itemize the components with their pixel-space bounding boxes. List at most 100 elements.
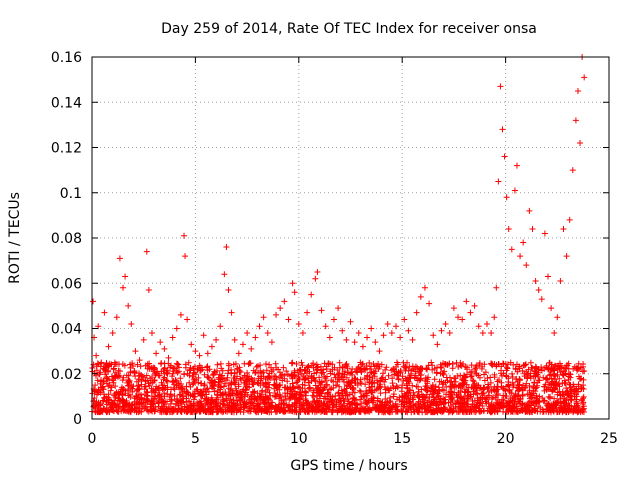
data-point: [264, 330, 271, 337]
noise-point: [265, 373, 272, 380]
noise-point: [183, 408, 190, 415]
noise-point: [280, 400, 287, 407]
noise-point: [573, 364, 580, 371]
noise-point: [359, 404, 366, 411]
noise-point: [280, 396, 287, 403]
data-point: [308, 291, 315, 298]
noise-point: [441, 405, 448, 412]
noise-point: [323, 405, 330, 412]
noise-point: [402, 367, 409, 374]
noise-point: [272, 382, 279, 389]
noise-point: [514, 368, 521, 375]
data-point: [143, 248, 150, 255]
data-point: [252, 334, 259, 341]
noise-point: [310, 389, 317, 396]
noise-point: [383, 364, 390, 371]
noise-point: [97, 408, 104, 415]
data-point: [498, 379, 505, 386]
noise-point: [201, 381, 208, 388]
data-point: [126, 379, 133, 386]
data-point: [306, 379, 313, 386]
noise-point: [494, 396, 501, 403]
noise-point: [431, 408, 438, 415]
data-point: [277, 305, 284, 312]
noise-point: [356, 408, 363, 415]
data-point: [173, 325, 180, 332]
noise-point: [416, 370, 423, 377]
noise-point: [198, 367, 205, 374]
noise-point: [395, 376, 402, 383]
data-point: [526, 207, 533, 214]
noise-point: [341, 397, 348, 404]
noise-point: [354, 382, 361, 389]
noise-point: [527, 359, 534, 366]
noise-point: [249, 400, 256, 407]
data-point: [330, 316, 337, 323]
data-point: [479, 330, 486, 337]
noise-point: [229, 409, 236, 416]
noise-point: [330, 378, 337, 385]
noise-point: [515, 398, 522, 405]
noise-point: [241, 404, 248, 411]
noise-point: [205, 375, 212, 382]
noise-point: [216, 371, 223, 378]
data-point: [219, 375, 226, 382]
noise-point: [445, 399, 452, 406]
noise-point: [186, 372, 193, 379]
noise-point: [577, 386, 584, 393]
data-point: [432, 386, 439, 393]
data-point: [508, 246, 515, 253]
noise-point: [473, 403, 480, 410]
data-point: [192, 348, 199, 355]
noise-point: [315, 398, 322, 405]
noise-point: [119, 377, 126, 384]
noise-point: [131, 369, 138, 376]
data-point: [228, 309, 235, 316]
data-point: [165, 354, 172, 361]
noise-point: [254, 362, 261, 369]
noise-point: [440, 387, 447, 394]
noise-point: [491, 374, 498, 381]
noise-point: [106, 396, 113, 403]
data-point: [177, 311, 184, 318]
noise-point: [569, 409, 576, 416]
noise-point: [510, 403, 517, 410]
noise-point: [382, 376, 389, 383]
x-tick-label: 5: [191, 431, 200, 447]
noise-point: [578, 375, 585, 382]
data-point: [140, 336, 147, 343]
noise-point: [539, 406, 546, 413]
noise-point: [358, 400, 365, 407]
data-point: [491, 314, 498, 321]
noise-point: [557, 369, 564, 376]
noise-point: [343, 374, 350, 381]
noise-point: [302, 392, 309, 399]
y-tick-label: 0: [73, 412, 82, 428]
noise-point: [566, 371, 573, 378]
noise-point: [98, 384, 105, 391]
noise-point: [420, 394, 427, 401]
data-point: [446, 330, 453, 337]
noise-point: [316, 374, 323, 381]
noise-point: [138, 371, 145, 378]
noise-point: [244, 373, 251, 380]
noise-point: [149, 379, 156, 386]
noise-point: [563, 362, 570, 369]
data-point: [312, 275, 319, 282]
noise-point: [289, 360, 296, 367]
noise-point: [307, 384, 314, 391]
noise-point: [580, 393, 587, 400]
data-point: [434, 341, 441, 348]
data-point: [109, 330, 116, 337]
noise-point: [375, 385, 382, 392]
noise-point: [554, 391, 561, 398]
noise-point: [503, 400, 510, 407]
data-point: [490, 386, 497, 393]
noise-point: [341, 368, 348, 375]
noise-point: [215, 374, 222, 381]
noise-point: [225, 360, 232, 367]
noise-point: [487, 379, 494, 386]
noise-point: [509, 379, 516, 386]
noise-point: [361, 375, 368, 382]
noise-point: [273, 393, 280, 400]
